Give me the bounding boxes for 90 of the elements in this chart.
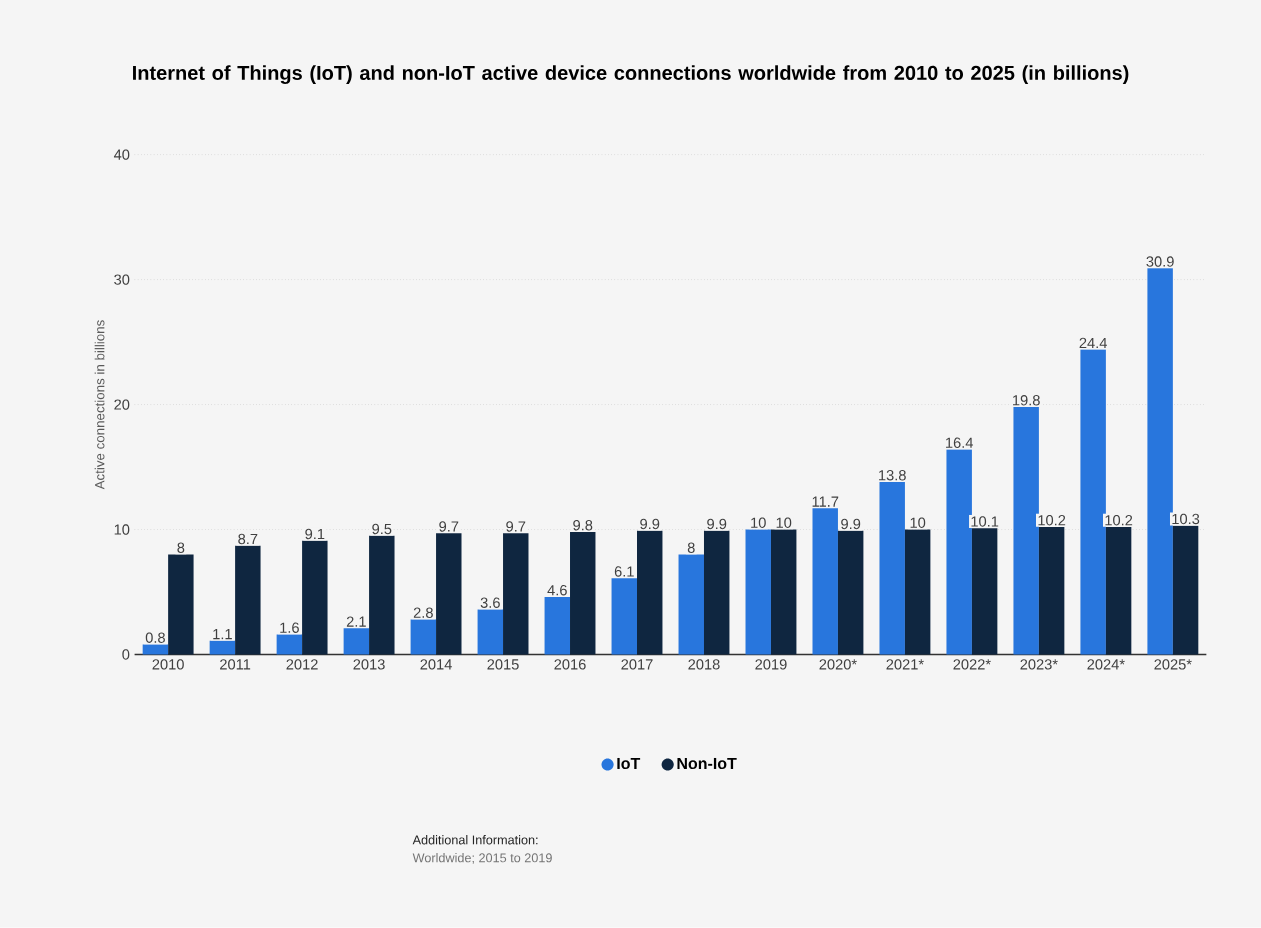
data-label: 10 [751, 517, 766, 529]
bar [971, 528, 998, 655]
bar [570, 532, 596, 655]
bar [837, 530, 864, 655]
data-label: 1.6 [280, 622, 299, 634]
data-label: 11.7 [812, 496, 839, 507]
data-label: 9.5 [372, 523, 392, 535]
data-label: 3.6 [480, 597, 500, 609]
x-tick-label: 2015 [487, 659, 519, 670]
bar [1172, 525, 1199, 655]
bar [477, 609, 504, 655]
data-label: 9.9 [707, 518, 727, 530]
bar [436, 533, 462, 655]
x-tick-label: 2017 [621, 659, 653, 670]
data-label: 9.7 [439, 521, 459, 532]
bar [503, 533, 529, 655]
bar [637, 530, 663, 655]
x-tick-label: 2021* [886, 659, 924, 670]
bar [1013, 407, 1039, 655]
x-tick-label: 2019 [755, 659, 787, 670]
data-label: 9.8 [573, 520, 593, 531]
data-label: 10.2 [1038, 515, 1066, 526]
data-label: 10.3 [1172, 513, 1200, 525]
bar [879, 482, 905, 655]
x-tick-label: 2012 [286, 659, 318, 670]
bar [168, 554, 194, 655]
legend-label: Non-IoT [677, 758, 737, 770]
data-label: 1.1 [213, 629, 232, 640]
y-tick-label: 40 [113, 149, 130, 160]
bar [770, 529, 797, 655]
data-label: 9.1 [305, 528, 325, 540]
data-label: 4.6 [547, 585, 567, 596]
data-label: 10 [910, 517, 926, 529]
data-label: 10.1 [971, 516, 999, 527]
legend-label: IoT [617, 758, 641, 770]
x-tick-label: 2022* [953, 659, 991, 670]
bar [1147, 268, 1173, 655]
data-label: 9.7 [506, 521, 526, 532]
x-tick-label: 2025* [1154, 659, 1192, 670]
x-tick-label: 2020* [819, 659, 857, 670]
data-label: 16.4 [946, 437, 974, 449]
data-label: 6.1 [614, 566, 634, 577]
bar [142, 644, 169, 655]
y-tick-label: 30 [114, 274, 130, 285]
bar [745, 529, 771, 655]
data-label: 19.8 [1013, 395, 1040, 406]
text: Additional Information: [412, 835, 538, 845]
bar [544, 597, 571, 655]
bar [946, 449, 972, 655]
data-label: 0.8 [145, 632, 165, 644]
bar [904, 529, 931, 655]
bar [343, 628, 370, 655]
x-tick-label: 2013 [353, 659, 385, 670]
bar [209, 640, 236, 655]
bar [410, 619, 437, 655]
bar [302, 540, 328, 655]
data-label: 10 [776, 517, 792, 529]
text: Worldwide; 2015 to 2019 [412, 853, 552, 864]
x-tick-label: 2023* [1020, 659, 1058, 670]
bar [678, 554, 704, 655]
data-label: 8 [177, 542, 185, 554]
data-label: 9.9 [640, 518, 660, 530]
x-tick-label: 2014 [420, 659, 452, 670]
bar [812, 508, 838, 655]
data-label: 9.9 [841, 518, 861, 530]
data-label: 10.2 [1105, 515, 1133, 526]
y-tick-label: 20 [114, 399, 130, 410]
data-label: 2.1 [346, 616, 366, 627]
bar [1105, 527, 1132, 655]
x-tick-label: 2010 [152, 659, 184, 670]
x-tick-label: 2024* [1087, 659, 1125, 670]
data-label: 13.8 [879, 470, 906, 481]
data-label: 8.7 [238, 533, 258, 545]
x-tick-label: 2011 [220, 659, 251, 670]
y-axis-title: Active connections in billions [94, 320, 105, 490]
chart-title: Internet of Things (IoT) and non-IoT active device connections worldwide from 2010 to 2025 (in billions) [133, 65, 1129, 85]
bar [703, 530, 730, 655]
bar [276, 634, 303, 655]
bar [611, 578, 637, 655]
x-tick-label: 2016 [554, 659, 586, 670]
data-label: 2.8 [413, 607, 433, 619]
data-label: 8 [687, 542, 695, 554]
y-tick-label: 0 [122, 649, 130, 660]
y-tick-label: 10 [114, 524, 130, 535]
bar [1038, 527, 1065, 655]
bar [1080, 349, 1106, 655]
x-tick-label: 2018 [688, 659, 720, 670]
data-label: 30.9 [1146, 256, 1174, 267]
bar [235, 545, 261, 655]
data-label: 24.4 [1079, 337, 1107, 349]
